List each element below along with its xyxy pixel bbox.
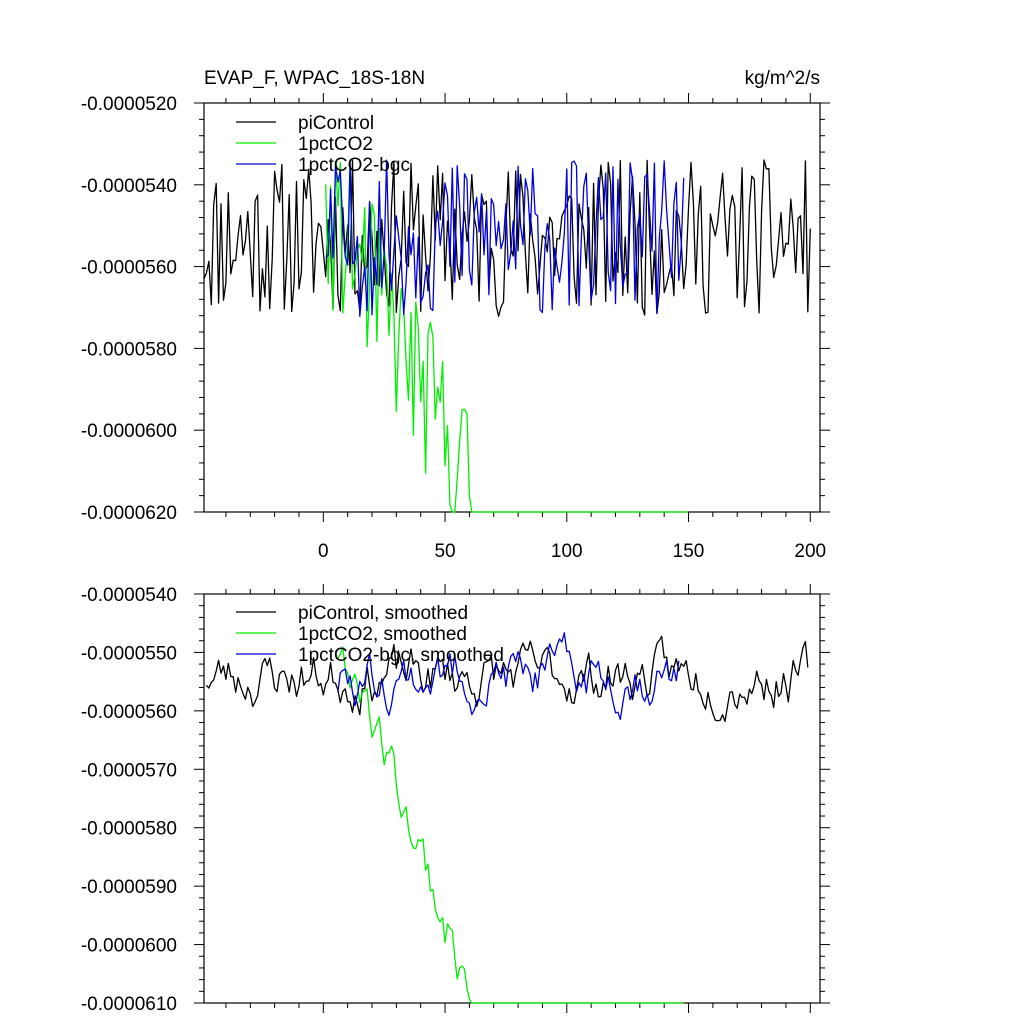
y-tick-label: -0.0000620: [81, 503, 177, 524]
series-line-1pctco2-smoothed: [337, 646, 684, 1004]
plot-frame: [203, 102, 821, 513]
chart-title: EVAP_F, WPAC_18S-18N: [204, 68, 425, 89]
legend-label: 1pctCO2: [298, 134, 373, 155]
series-line-picontrol: [203, 159, 811, 318]
series-line-1pctco2: [325, 159, 689, 513]
y-tick-label: -0.0000600: [81, 421, 177, 442]
units-label: kg/m^2/s: [745, 68, 820, 89]
y-tick-label: -0.0000590: [81, 877, 177, 898]
x-tick-label: 200: [794, 541, 826, 562]
y-tick-label: -0.0000560: [81, 702, 177, 723]
y-tick-label: -0.0000560: [81, 258, 177, 279]
plot-area-smoothed: -0.0000540 -0.0000550 -0.0000560 -0.0000570…: [81, 584, 830, 1015]
x-tick-label: 0: [318, 541, 329, 562]
x-tick-label: 50: [434, 541, 455, 562]
legend-label: 1pctCO2, smoothed: [298, 624, 467, 645]
y-tick-label: -0.0000540: [81, 585, 177, 606]
y-tick-label: -0.0000520: [81, 94, 177, 115]
y-tick-label: -0.0000570: [81, 760, 177, 781]
legend-label: piControl, smoothed: [298, 603, 468, 624]
y-tick-label: -0.0000540: [81, 176, 177, 197]
legend-label: 1pctCO2-bgc: [298, 155, 410, 176]
y-tick-label: -0.0000610: [81, 994, 177, 1015]
x-tick-label: 150: [673, 541, 705, 562]
series-line-1pctco2-bgc-smoothed: [337, 632, 680, 721]
series-line-picontrol-smoothed: [205, 635, 809, 723]
series-line-1pctco2-bgc: [325, 159, 685, 318]
legend-label: piControl: [298, 113, 374, 134]
top-panel: EVAP_F, WPAC_18S-18N kg/m^2/s 0 50 100 150 2…: [81, 68, 830, 562]
y-tick-label: -0.0000550: [81, 643, 177, 664]
y-tick-label: -0.0000580: [81, 819, 177, 840]
legend-label: 1pctCO2-bgc, smoothed: [298, 645, 504, 666]
y-tick-label: -0.0000580: [81, 339, 177, 360]
bottom-panel: -0.0000540 -0.0000550 -0.0000560 -0.0000570…: [81, 584, 830, 1015]
plot-area: 0 50 100 150 200 -0.0000520 -0.0000540 -0.00005…: [81, 93, 830, 562]
y-tick-label: -0.0000600: [81, 936, 177, 957]
x-tick-label: 100: [551, 541, 583, 562]
